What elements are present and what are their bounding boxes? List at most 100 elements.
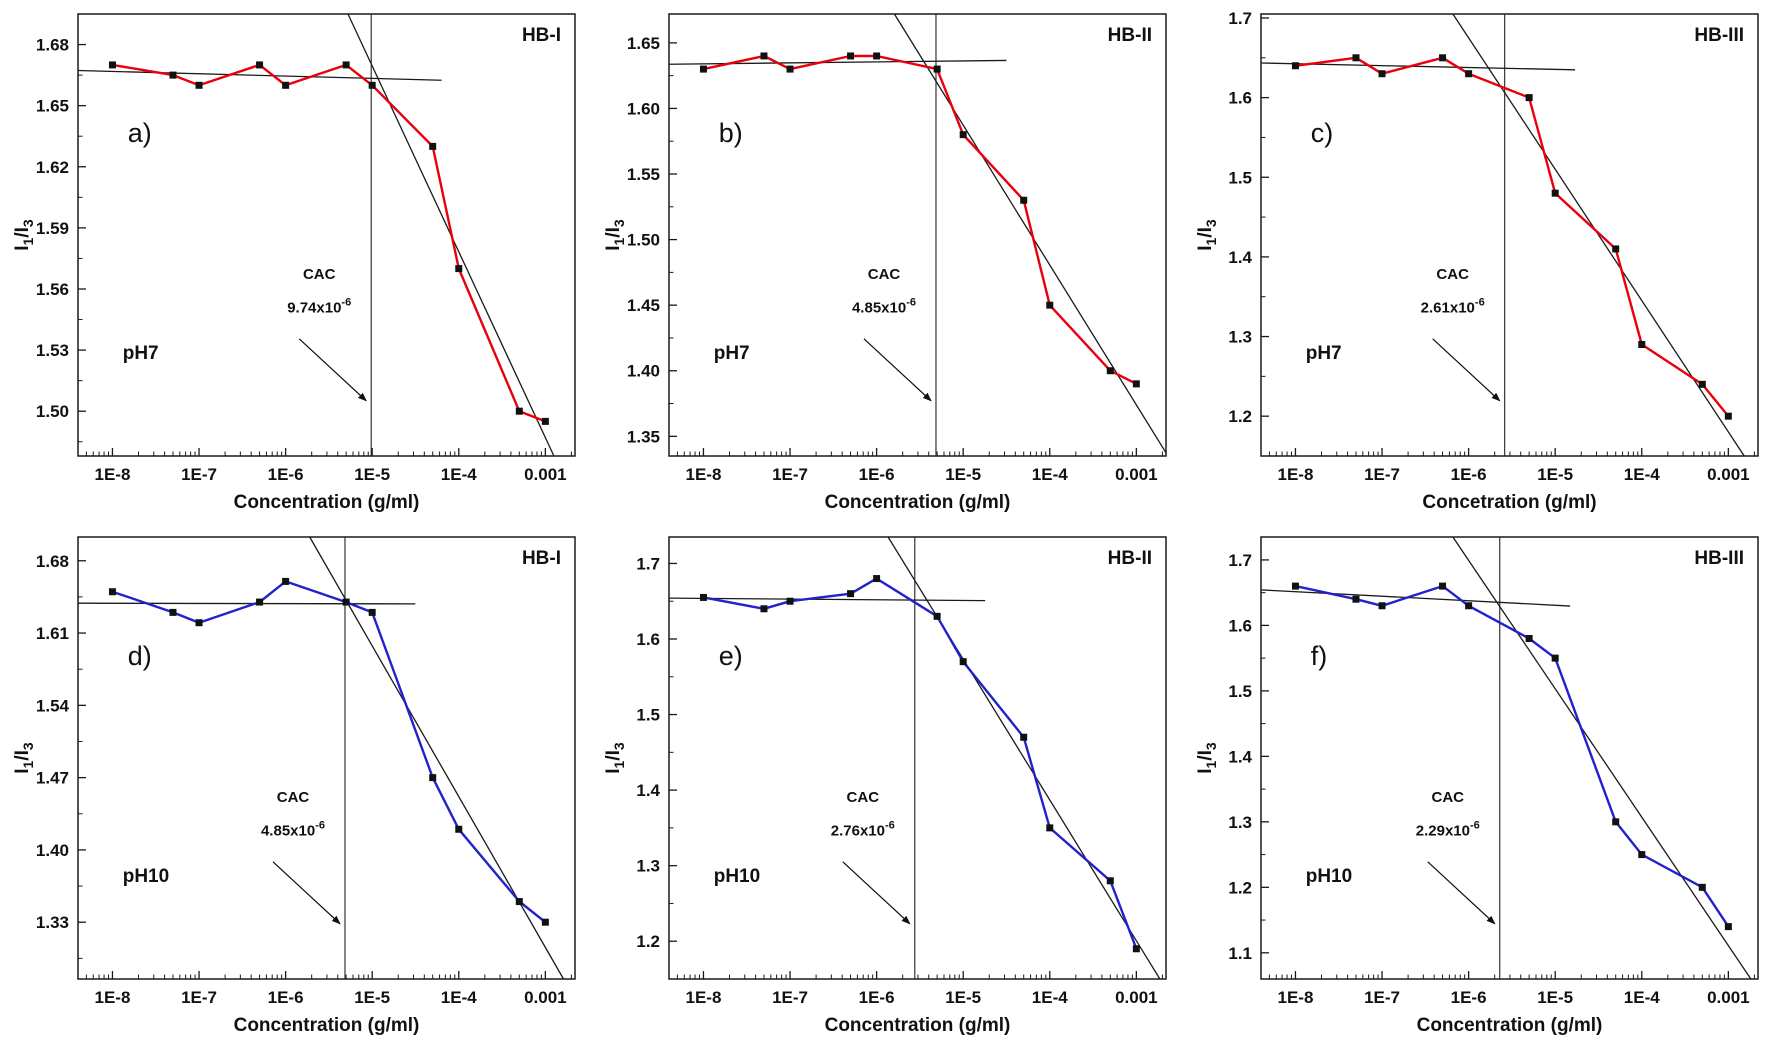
- y-axis-ticks: 1.50 1.53 1.56 1.59 1.62 1.65 1.68: [36, 13, 86, 443]
- x-tick-label: 0.001: [1707, 465, 1750, 484]
- data-marker: [760, 604, 768, 612]
- data-marker: [700, 593, 708, 601]
- x-axis-label: Concentration (g/ml): [234, 492, 420, 513]
- data-marker: [1637, 341, 1645, 349]
- y-tick-label: 1.2: [1228, 878, 1252, 897]
- data-marker: [1133, 380, 1141, 388]
- data-marker: [1611, 817, 1619, 825]
- y-axis-label: I1/I3: [603, 742, 627, 774]
- x-tick-label: 0.001: [1115, 988, 1158, 1007]
- data-marker: [1724, 412, 1732, 420]
- cac-arrow: [863, 338, 933, 402]
- cac-arrow: [272, 860, 341, 924]
- data-marker: [1378, 601, 1386, 609]
- chart-svg: 1E-8 1E-7 1E-6 1E-5 1E-4 0.001 1.2 1.3 1.4 1.5 1.6…: [1182, 0, 1774, 522]
- fit-line-plateau: [669, 597, 986, 601]
- data-marker: [282, 81, 290, 89]
- cac-value: 2.29x10-6: [1415, 819, 1479, 839]
- plot-frame: [1259, 535, 1759, 980]
- data-marker: [1352, 54, 1360, 62]
- x-tick-label: 1E-5: [354, 465, 390, 484]
- x-axis-ticks: 1E-8 1E-7 1E-6 1E-5 1E-4 0.001: [85, 448, 572, 484]
- data-marker: [515, 897, 523, 905]
- data-marker: [342, 598, 350, 606]
- fit-line-steep: [309, 536, 565, 979]
- cac-label: CAC: [1431, 789, 1464, 806]
- data-marker: [1378, 70, 1386, 78]
- y-axis-ticks: 1.33 1.40 1.47 1.54 1.61 1.68: [36, 551, 86, 959]
- chart-panel-b: 1E-8 1E-7 1E-6 1E-5 1E-4 0.001 1.35 1.40 1.45 1.5…: [591, 0, 1183, 522]
- y-tick-label: 1.50: [627, 231, 660, 250]
- chart-svg: 1E-8 1E-7 1E-6 1E-5 1E-4 0.0011.501.531.561.5…: [0, 0, 591, 522]
- y-axis-ticks: 1.35 1.40 1.45 1.50 1.55 1.60 1.65: [627, 34, 678, 446]
- data-marker: [515, 407, 523, 415]
- data-marker: [1020, 196, 1028, 204]
- fit-line-plateau: [1260, 588, 1570, 607]
- data-marker: [108, 61, 116, 69]
- y-tick-label: 1.45: [627, 296, 660, 315]
- y-tick-label: 1.33: [36, 913, 69, 932]
- y-tick-label: 1.7: [1228, 9, 1252, 28]
- y-tick-label: 1.61: [36, 624, 69, 643]
- y-tick-label: 1.40: [36, 840, 69, 859]
- ph-label: pH10: [1305, 865, 1351, 886]
- ph-label: pH7: [1305, 343, 1341, 364]
- y-tick-label: 1.53: [36, 341, 69, 360]
- chart-svg: 1E-8 1E-7 1E-6 1E-5 1E-4 0.001 1.1 1.2 1.3 1.4 1.5…: [1182, 522, 1774, 1045]
- x-tick-label: 1E-7: [1364, 465, 1400, 484]
- fit-line-plateau: [77, 69, 442, 81]
- y-tick-label: 1.65: [36, 97, 69, 116]
- y-tick-label: 1.2: [637, 932, 661, 951]
- sample-label: HB-I: [522, 25, 561, 46]
- x-tick-label: 1E-6: [268, 465, 304, 484]
- chart-svg: 1E-8 1E-7 1E-6 1E-5 1E-4 0.001 1.33 1.40 1.47 1.5…: [0, 522, 591, 1045]
- data-marker: [1611, 245, 1619, 253]
- data-marker: [1464, 601, 1472, 609]
- data-marker: [1698, 380, 1706, 388]
- data-marker: [541, 417, 549, 425]
- chart-panel-f: 1E-8 1E-7 1E-6 1E-5 1E-4 0.001 1.1 1.2 1.3 1.4 1.5…: [1182, 522, 1774, 1045]
- y-axis-ticks: 1.1 1.2 1.3 1.4 1.5 1.6 1.7: [1228, 550, 1269, 962]
- x-tick-label: 0.001: [1707, 988, 1750, 1007]
- x-axis-label: Concentration (g/ml): [825, 1015, 1011, 1036]
- x-axis-ticks: 1E-8 1E-7 1E-6 1E-5 1E-4 0.001: [1268, 448, 1755, 484]
- y-axis-label: I1/I3: [1195, 219, 1219, 251]
- y-tick-label: 1.6: [1228, 616, 1252, 635]
- plot-frame: [1259, 13, 1759, 457]
- cac-label: CAC: [847, 789, 880, 806]
- y-tick-label: 1.56: [36, 280, 69, 299]
- data-marker: [1551, 654, 1559, 662]
- x-tick-label: 1E-6: [1450, 988, 1486, 1007]
- chart-panel-e: 1E-8 1E-7 1E-6 1E-5 1E-4 0.001 1.2 1.3 1.4 1.5 1.6…: [591, 522, 1183, 1045]
- data-marker: [282, 577, 290, 585]
- x-tick-label: 1E-5: [1537, 465, 1573, 484]
- y-tick-label: 1.47: [36, 768, 69, 787]
- cac-arrow: [1427, 860, 1496, 924]
- data-marker: [169, 608, 177, 616]
- x-tick-label: 0.001: [524, 988, 567, 1007]
- data-marker: [455, 265, 463, 273]
- data-marker: [455, 825, 463, 833]
- x-tick-label: 1E-7: [772, 465, 808, 484]
- chart-svg: 1E-8 1E-7 1E-6 1E-5 1E-4 0.001 1.35 1.40 1.45 1.5…: [591, 0, 1183, 522]
- data-marker: [873, 574, 881, 582]
- data-marker: [1291, 62, 1299, 70]
- chart-panel-a: 1E-8 1E-7 1E-6 1E-5 1E-4 0.001 1.50 1.53 1.56 1.5…: [0, 0, 591, 522]
- data-marker: [960, 131, 968, 139]
- x-tick-label: 1E-5: [946, 988, 982, 1007]
- data-marker: [108, 587, 116, 595]
- data-marker: [169, 71, 177, 79]
- y-tick-label: 1.5: [1228, 168, 1252, 187]
- data-marker: [1020, 733, 1028, 741]
- x-tick-label: 0.001: [1115, 465, 1158, 484]
- x-tick-label: 1E-8: [1277, 988, 1313, 1007]
- x-tick-label: 1E-4: [441, 465, 477, 484]
- data-marker: [1724, 922, 1732, 930]
- y-tick-label: 1.65: [627, 34, 660, 53]
- x-tick-label: 1E-4: [1032, 988, 1068, 1007]
- x-tick-label: 1E-8: [94, 465, 130, 484]
- panel-letter: e): [719, 641, 743, 671]
- y-axis-label: I1/I3: [1195, 742, 1219, 774]
- y-tick-label: 1.68: [36, 36, 69, 55]
- y-tick-label: 1.3: [637, 856, 661, 875]
